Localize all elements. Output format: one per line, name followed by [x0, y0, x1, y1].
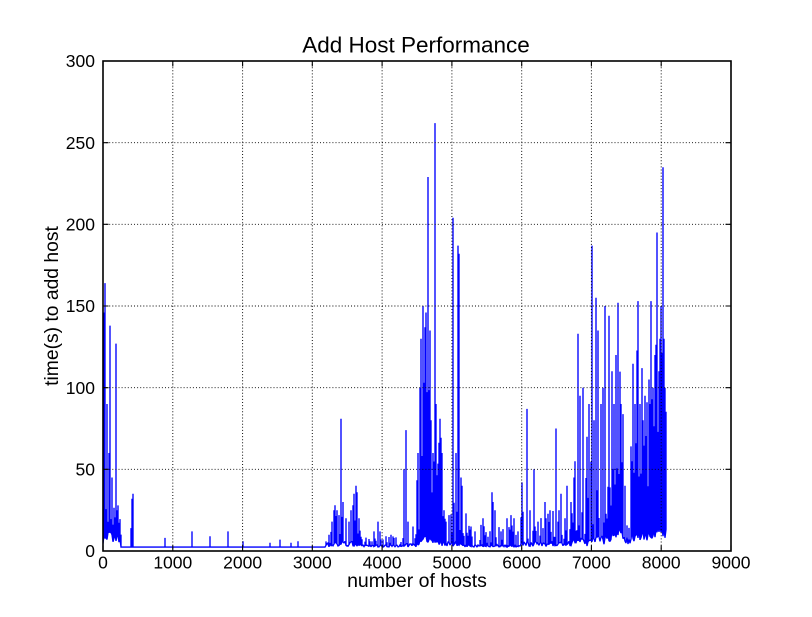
svg-text:0: 0	[98, 553, 108, 573]
svg-text:0: 0	[85, 541, 95, 561]
svg-text:3000: 3000	[293, 553, 332, 573]
svg-text:5000: 5000	[432, 553, 471, 573]
svg-text:6000: 6000	[502, 553, 541, 573]
svg-text:150: 150	[66, 296, 95, 316]
svg-text:8000: 8000	[642, 553, 681, 573]
svg-text:50: 50	[76, 460, 96, 480]
svg-text:4000: 4000	[363, 553, 402, 573]
svg-text:100: 100	[66, 378, 95, 398]
svg-text:time(s) to add host: time(s) to add host	[42, 226, 63, 386]
svg-text:number of hosts: number of hosts	[347, 570, 487, 592]
svg-text:300: 300	[66, 51, 95, 71]
svg-text:9000: 9000	[712, 553, 751, 573]
svg-text:250: 250	[66, 133, 95, 153]
svg-text:2000: 2000	[223, 553, 262, 573]
svg-text:7000: 7000	[572, 553, 611, 573]
svg-text:200: 200	[66, 215, 95, 235]
svg-text:1000: 1000	[153, 553, 192, 573]
svg-text:Add Host Performance: Add Host Performance	[302, 33, 530, 58]
